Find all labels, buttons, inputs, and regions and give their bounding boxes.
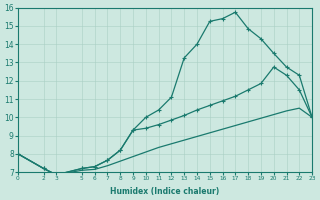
X-axis label: Humidex (Indice chaleur): Humidex (Indice chaleur)	[110, 187, 220, 196]
